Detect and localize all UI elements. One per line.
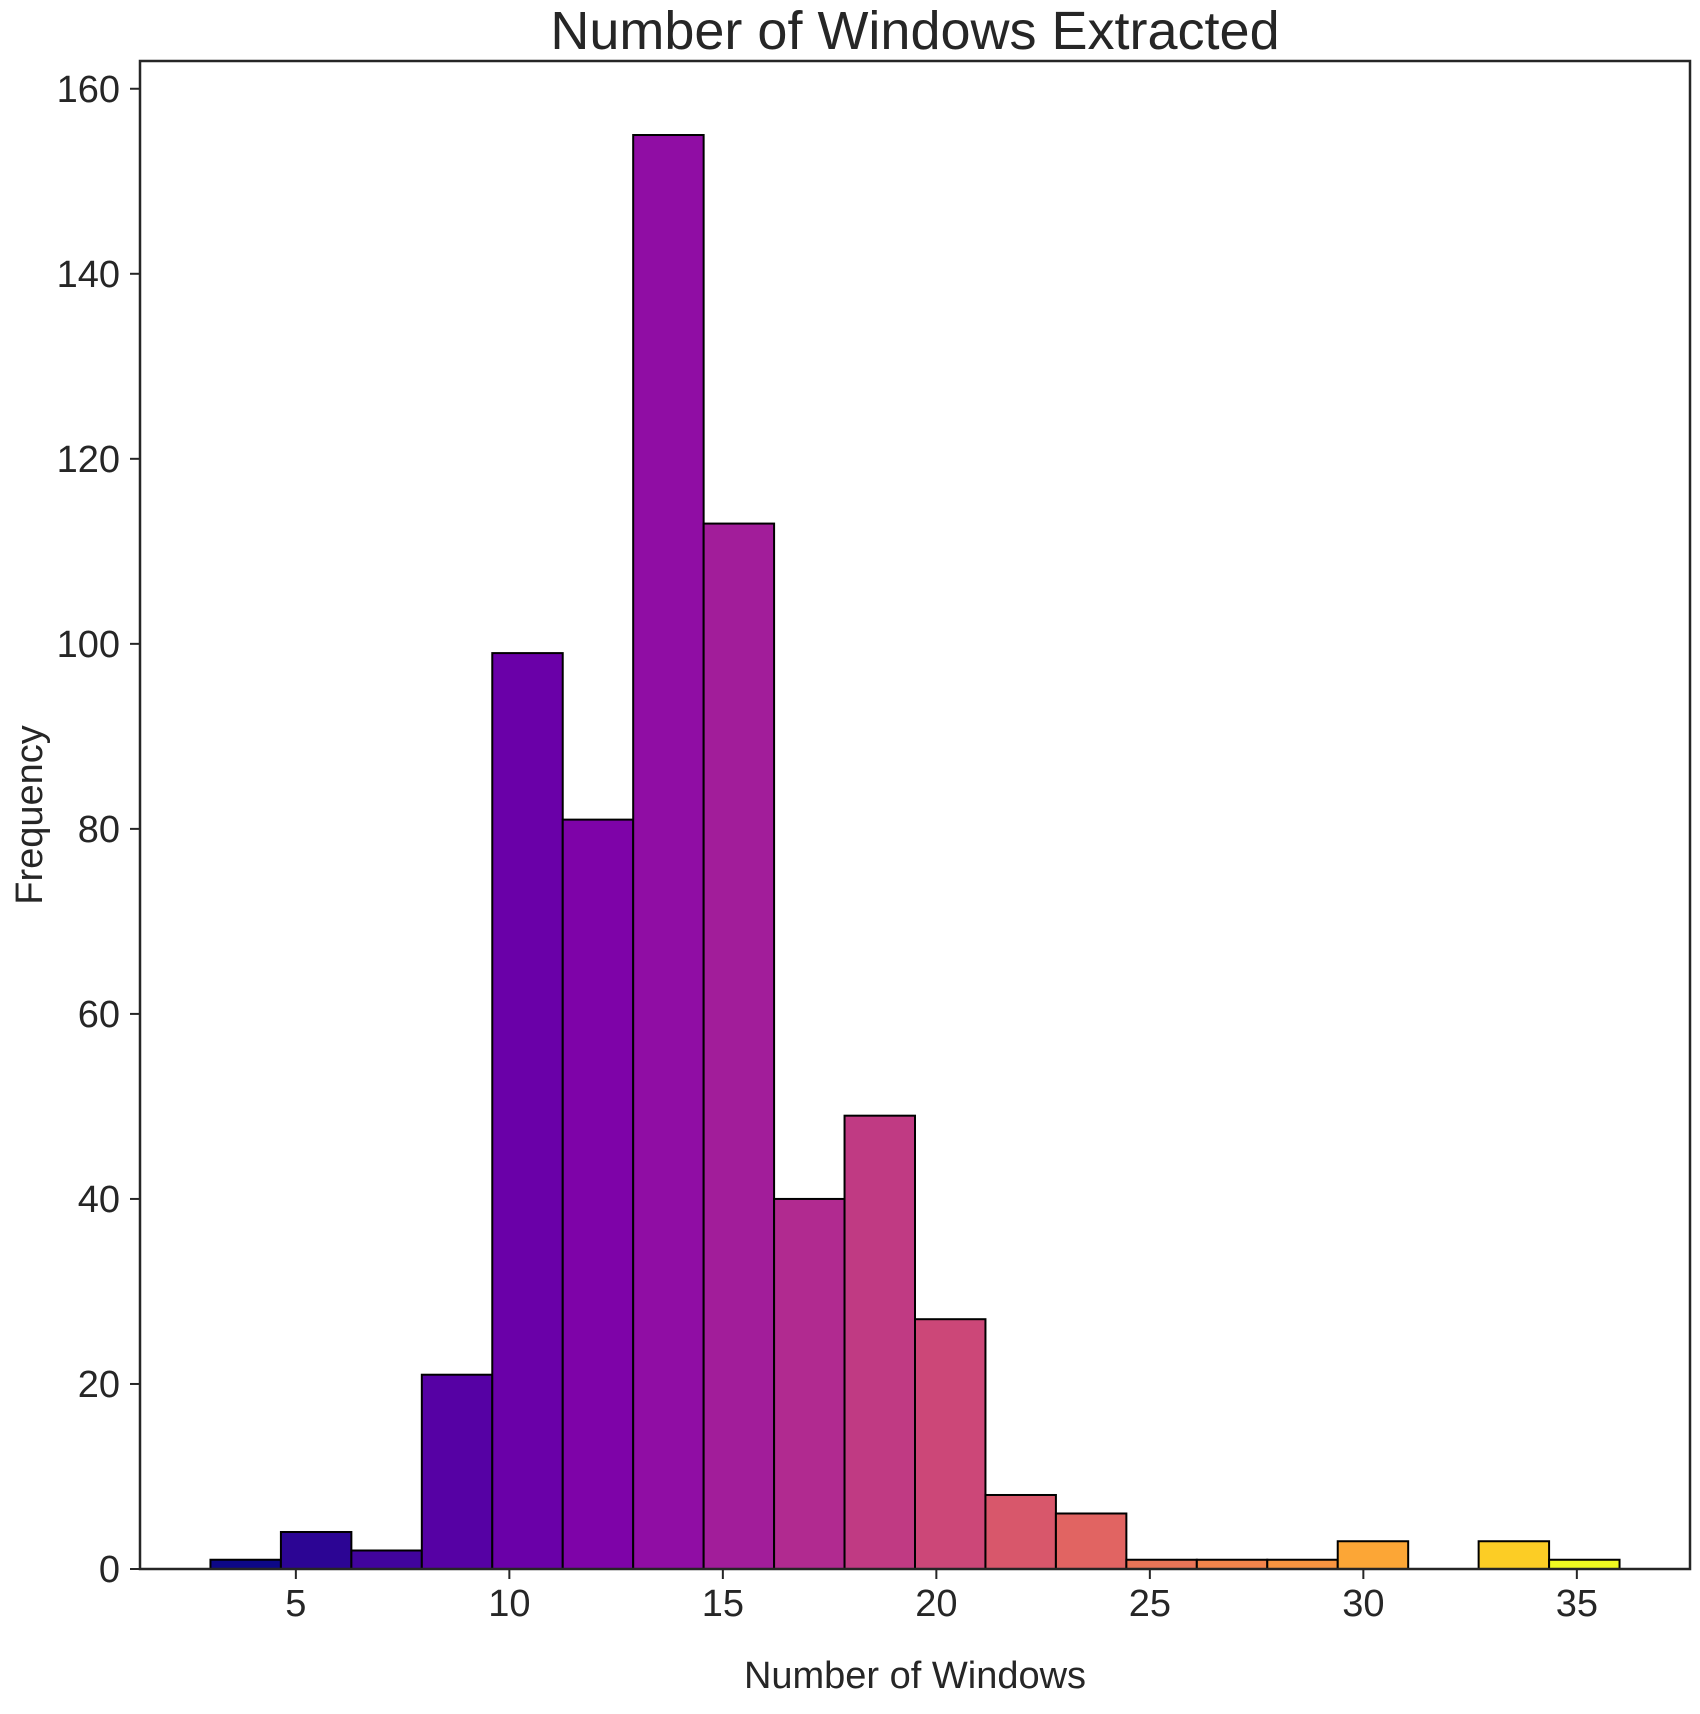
y-tick-label: 80 xyxy=(78,809,120,851)
y-tick-label: 100 xyxy=(57,624,120,666)
y-tick-label: 40 xyxy=(78,1179,120,1221)
x-tick-label: 35 xyxy=(1556,1583,1598,1625)
x-tick-label: 30 xyxy=(1342,1583,1384,1625)
x-tick-label: 10 xyxy=(488,1583,530,1625)
y-tick-label: 0 xyxy=(99,1549,120,1591)
histogram-bar xyxy=(1266,1558,1339,1570)
y-tick-label: 160 xyxy=(57,69,120,111)
histogram-bar xyxy=(1548,1558,1621,1570)
y-tick-label: 60 xyxy=(78,994,120,1036)
x-tick-label: 15 xyxy=(702,1583,744,1625)
histogram-bar xyxy=(773,1197,846,1570)
x-tick-label: 25 xyxy=(1129,1583,1171,1625)
histogram-bar xyxy=(632,134,705,1570)
histogram-bar xyxy=(209,1558,282,1570)
histogram-bar xyxy=(702,522,776,1570)
histogram-bar xyxy=(350,1549,423,1571)
histogram-bar xyxy=(279,1530,353,1571)
histogram-bar xyxy=(1125,1558,1198,1570)
ticks-layer: 5 10 15 20 25 30 35 0 20 40 60 80 100 120 140 160 xyxy=(57,69,1598,1625)
y-tick-label: 120 xyxy=(57,439,120,481)
histogram-bar xyxy=(984,1493,1057,1570)
histogram-bar xyxy=(420,1373,494,1570)
y-axis-label: Frequency xyxy=(9,725,51,905)
y-tick-label: 140 xyxy=(57,254,120,296)
bars-layer xyxy=(209,134,1621,1571)
histogram-bar xyxy=(1477,1540,1551,1570)
x-tick-label: 5 xyxy=(285,1583,306,1625)
histogram-bar xyxy=(561,818,635,1570)
chart-title: Number of Windows Extracted xyxy=(550,1,1279,61)
y-tick-label: 20 xyxy=(78,1364,120,1406)
histogram-bar xyxy=(1195,1558,1269,1570)
plot-frame xyxy=(138,59,1692,1571)
histogram-bar xyxy=(843,1114,917,1570)
histogram-bar xyxy=(914,1318,987,1571)
histogram-bar xyxy=(491,652,564,1570)
histogram-bar xyxy=(1336,1540,1410,1570)
histogram-bar xyxy=(1054,1512,1128,1571)
x-axis-label: Number of Windows xyxy=(744,1655,1086,1697)
x-tick-label: 20 xyxy=(915,1583,957,1625)
